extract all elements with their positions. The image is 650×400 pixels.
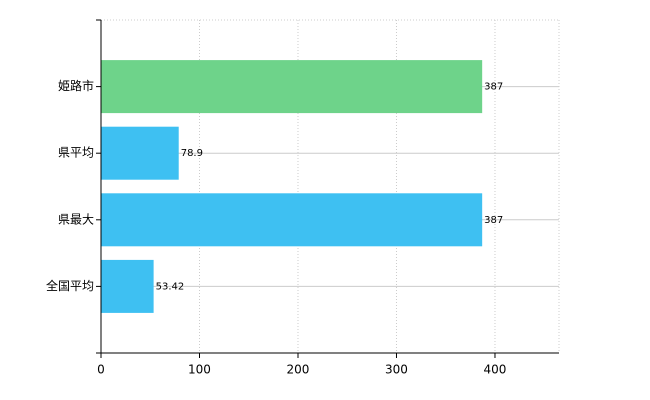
y-tick-label: 県最大: [58, 212, 94, 226]
x-tick-label: 300: [385, 363, 408, 377]
bar: [101, 259, 154, 313]
value-label: 53.42: [156, 281, 185, 292]
value-label: 387: [484, 82, 503, 93]
x-tick-label: 200: [287, 363, 310, 377]
x-tick-label: 0: [97, 363, 105, 377]
y-tick-label: 姫路市: [58, 78, 94, 93]
value-label: 387: [484, 215, 503, 226]
y-tick-label: 県平均: [58, 146, 94, 160]
x-tick-label: 400: [484, 363, 507, 377]
bar: [101, 60, 483, 114]
y-tick-label: 全国平均: [46, 278, 94, 293]
bar: [101, 193, 483, 247]
value-label: 78.9: [181, 148, 203, 159]
x-tick-label: 100: [188, 363, 211, 377]
bar: [101, 126, 179, 180]
